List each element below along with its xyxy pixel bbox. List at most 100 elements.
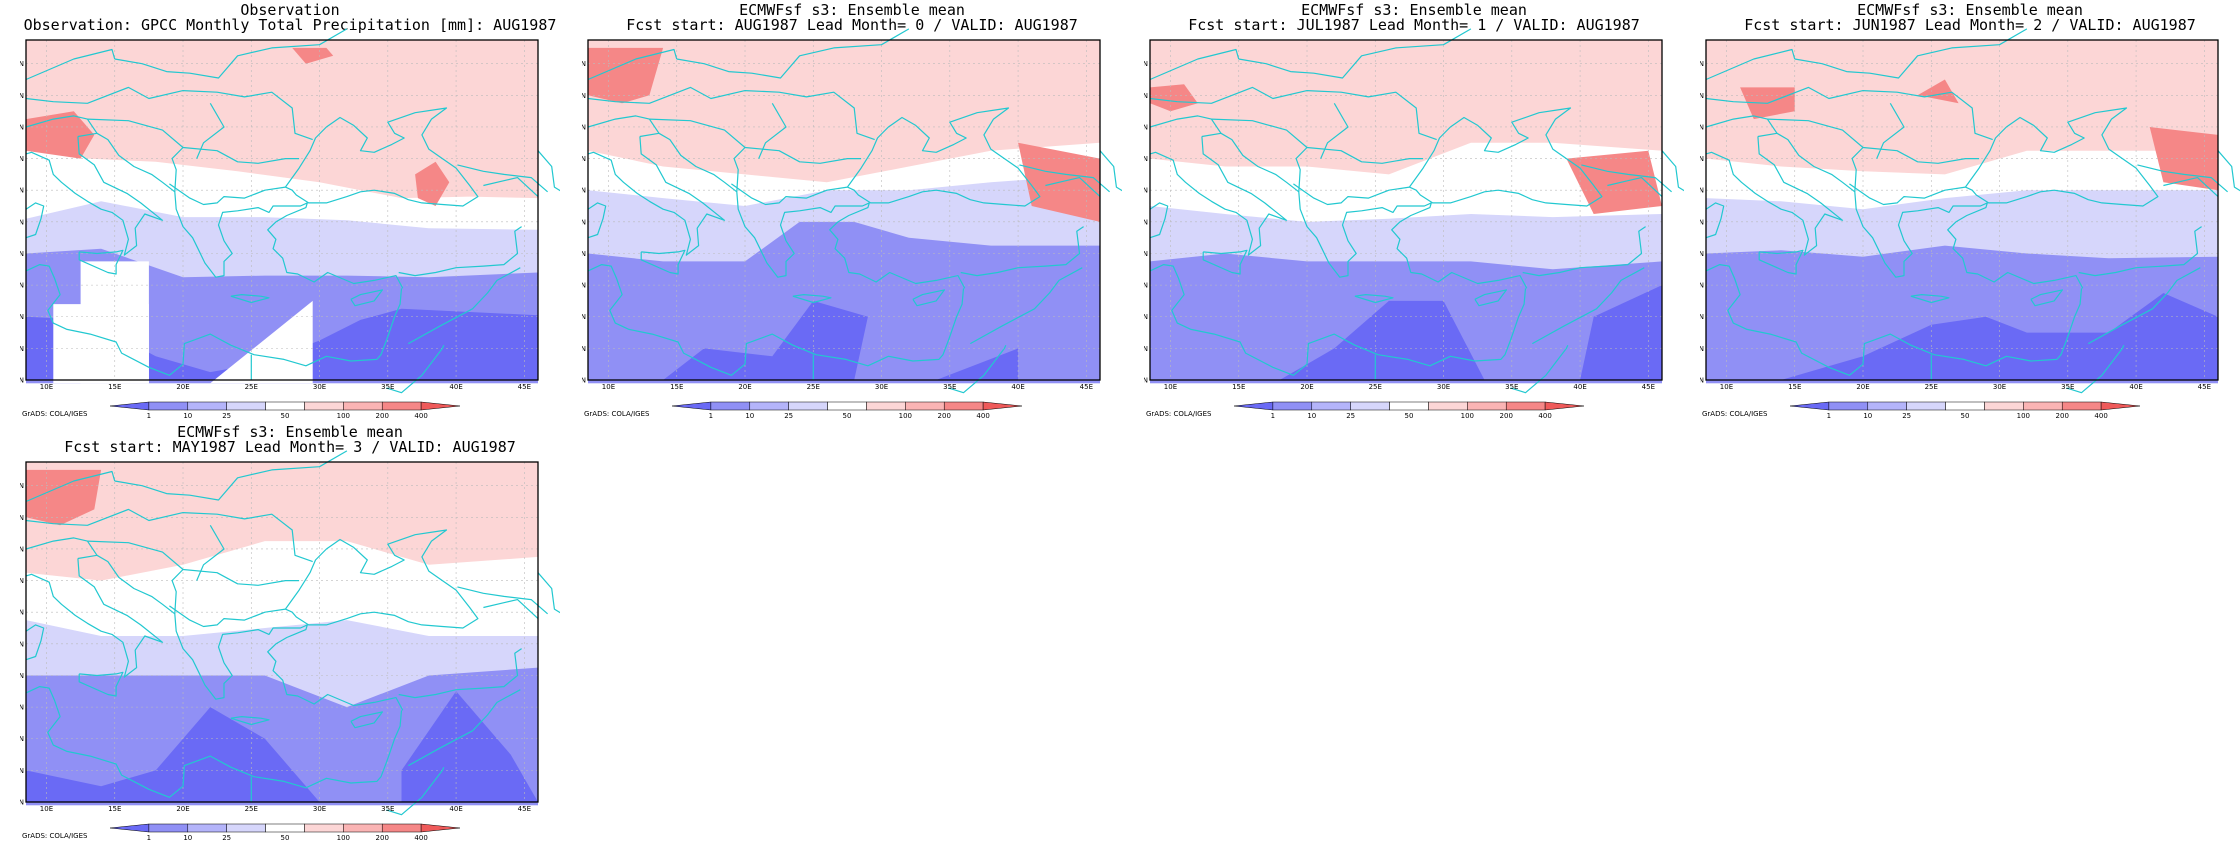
axis-labels: 30N 32N 34N 36N 38N 40N 42N 44N 46N 48N 50N 10E 15E 2…: [1700, 60, 2211, 391]
lat-tick-label: 42N: [1144, 187, 1148, 195]
lat-tick-label: 30N: [582, 377, 586, 385]
colorbar-label: 200: [2056, 412, 2069, 420]
coastline: [1238, 28, 1472, 79]
lat-tick-label: 38N: [1144, 250, 1148, 258]
coastline: [1661, 150, 1684, 192]
gridlines: [26, 40, 538, 381]
colorbar-label: 400: [2094, 412, 2107, 420]
lon-tick-label: 15E: [108, 805, 121, 813]
lat-tick-label: 30N: [20, 799, 24, 807]
colorbar-label: 10: [1863, 412, 1872, 420]
coastline: [196, 102, 225, 159]
lat-tick-label: 46N: [1144, 123, 1148, 131]
lon-tick-label: 40E: [449, 383, 462, 391]
deep-blue-region: [1279, 300, 1485, 380]
lon-tick-label: 15E: [1788, 383, 1801, 391]
coastline: [25, 264, 403, 376]
colorbar-cell: [304, 823, 344, 833]
lon-tick-label: 20E: [176, 805, 189, 813]
lon-tick-label: 40E: [1573, 383, 1586, 391]
colorbar-cell: [1789, 401, 1830, 411]
colorbar-label: 10: [183, 834, 192, 842]
lat-tick-label: 50N: [20, 60, 24, 68]
colorbar-label: 100: [337, 412, 350, 420]
colorbar-label: 200: [376, 834, 389, 842]
grads-credit: GrADS: COLA/IGES: [584, 410, 650, 418]
coastline: [25, 470, 116, 503]
coastline: [649, 118, 862, 164]
coastline: [846, 107, 1041, 207]
coastline: [1849, 183, 1966, 206]
lon-tick-label: 30E: [313, 383, 326, 391]
coastline: [639, 132, 966, 289]
colorbar-label: 10: [183, 412, 192, 420]
lon-tick-label: 25E: [245, 383, 258, 391]
coastline: [1149, 48, 1240, 81]
coastlines: [587, 28, 1122, 394]
coastline: [483, 599, 539, 620]
coastline: [25, 202, 45, 239]
red-region: [2149, 127, 2218, 191]
colorbar-cell: [226, 401, 266, 411]
lon-tick-label: 10E: [1720, 383, 1733, 391]
coastline: [587, 86, 875, 141]
map-frame: [25, 39, 539, 381]
lon-tick-label: 45E: [2198, 383, 2211, 391]
coastline: [587, 136, 726, 256]
coastline: [1758, 249, 1804, 275]
lon-tick-label: 35E: [381, 805, 394, 813]
lat-tick-label: 46N: [20, 545, 24, 553]
colorbar-cell: [943, 401, 984, 411]
lat-tick-label: 42N: [582, 187, 586, 195]
coastline: [1474, 289, 1507, 307]
axis-labels: 30N 32N 34N 36N 38N 40N 42N 44N 46N 48N 50N 10E 15E 2…: [582, 60, 1093, 391]
lat-tick-label: 44N: [582, 155, 586, 163]
lat-tick-label: 38N: [582, 250, 586, 258]
coastline: [457, 586, 548, 615]
colorbar-label: 400: [1538, 412, 1551, 420]
lon-tick-label: 15E: [670, 383, 683, 391]
lon-tick-label: 45E: [1642, 383, 1655, 391]
coastline: [1149, 264, 1527, 376]
coastline: [1607, 177, 1663, 198]
coastline: [1149, 115, 1222, 134]
precipitation-map: 30N 32N 34N 36N 38N 40N 42N 44N 46N 48N 50N 10E 15E 2…: [582, 28, 1122, 420]
missing-data-mask: [53, 304, 149, 384]
lon-tick-label: 40E: [1011, 383, 1024, 391]
deep-blue-region: [26, 308, 538, 380]
deep-blue-region: [401, 691, 538, 802]
coastline: [758, 102, 787, 159]
colorbar-label: 1: [147, 834, 151, 842]
lat-tick-label: 38N: [20, 672, 24, 680]
coastline: [25, 48, 116, 81]
colorbar-cell: [1467, 401, 1507, 411]
lat-tick-label: 48N: [582, 92, 586, 100]
lat-tick-label: 36N: [582, 282, 586, 290]
colorbar-cell: [343, 401, 383, 411]
coastline: [25, 508, 313, 563]
colorbar-cell: [381, 823, 422, 833]
lat-tick-label: 36N: [1700, 282, 1704, 290]
coastline: [1705, 202, 1725, 239]
colorbar-cell: [381, 401, 422, 411]
coastline: [169, 605, 286, 628]
colorbar-label: 100: [899, 412, 912, 420]
coastline: [408, 689, 521, 767]
coastline: [1705, 115, 1778, 134]
colorbar-cell: [420, 823, 461, 833]
colorbar-label: 10: [745, 412, 754, 420]
colorbar-cell: [187, 823, 227, 833]
colorbar-label: 100: [1461, 412, 1474, 420]
deep-blue-region: [588, 300, 868, 380]
lat-tick-label: 32N: [20, 767, 24, 775]
coastline: [77, 132, 404, 289]
lat-tick-label: 42N: [20, 187, 24, 195]
colorbar-label: 200: [1500, 412, 1513, 420]
colorbar-cell: [788, 401, 828, 411]
coastline: [1293, 183, 1410, 206]
grads-credit: GrADS: COLA/IGES: [22, 410, 88, 418]
coastline: [948, 344, 1007, 394]
coastline: [792, 294, 832, 304]
coastline: [1964, 107, 2159, 207]
lat-tick-label: 44N: [1144, 155, 1148, 163]
